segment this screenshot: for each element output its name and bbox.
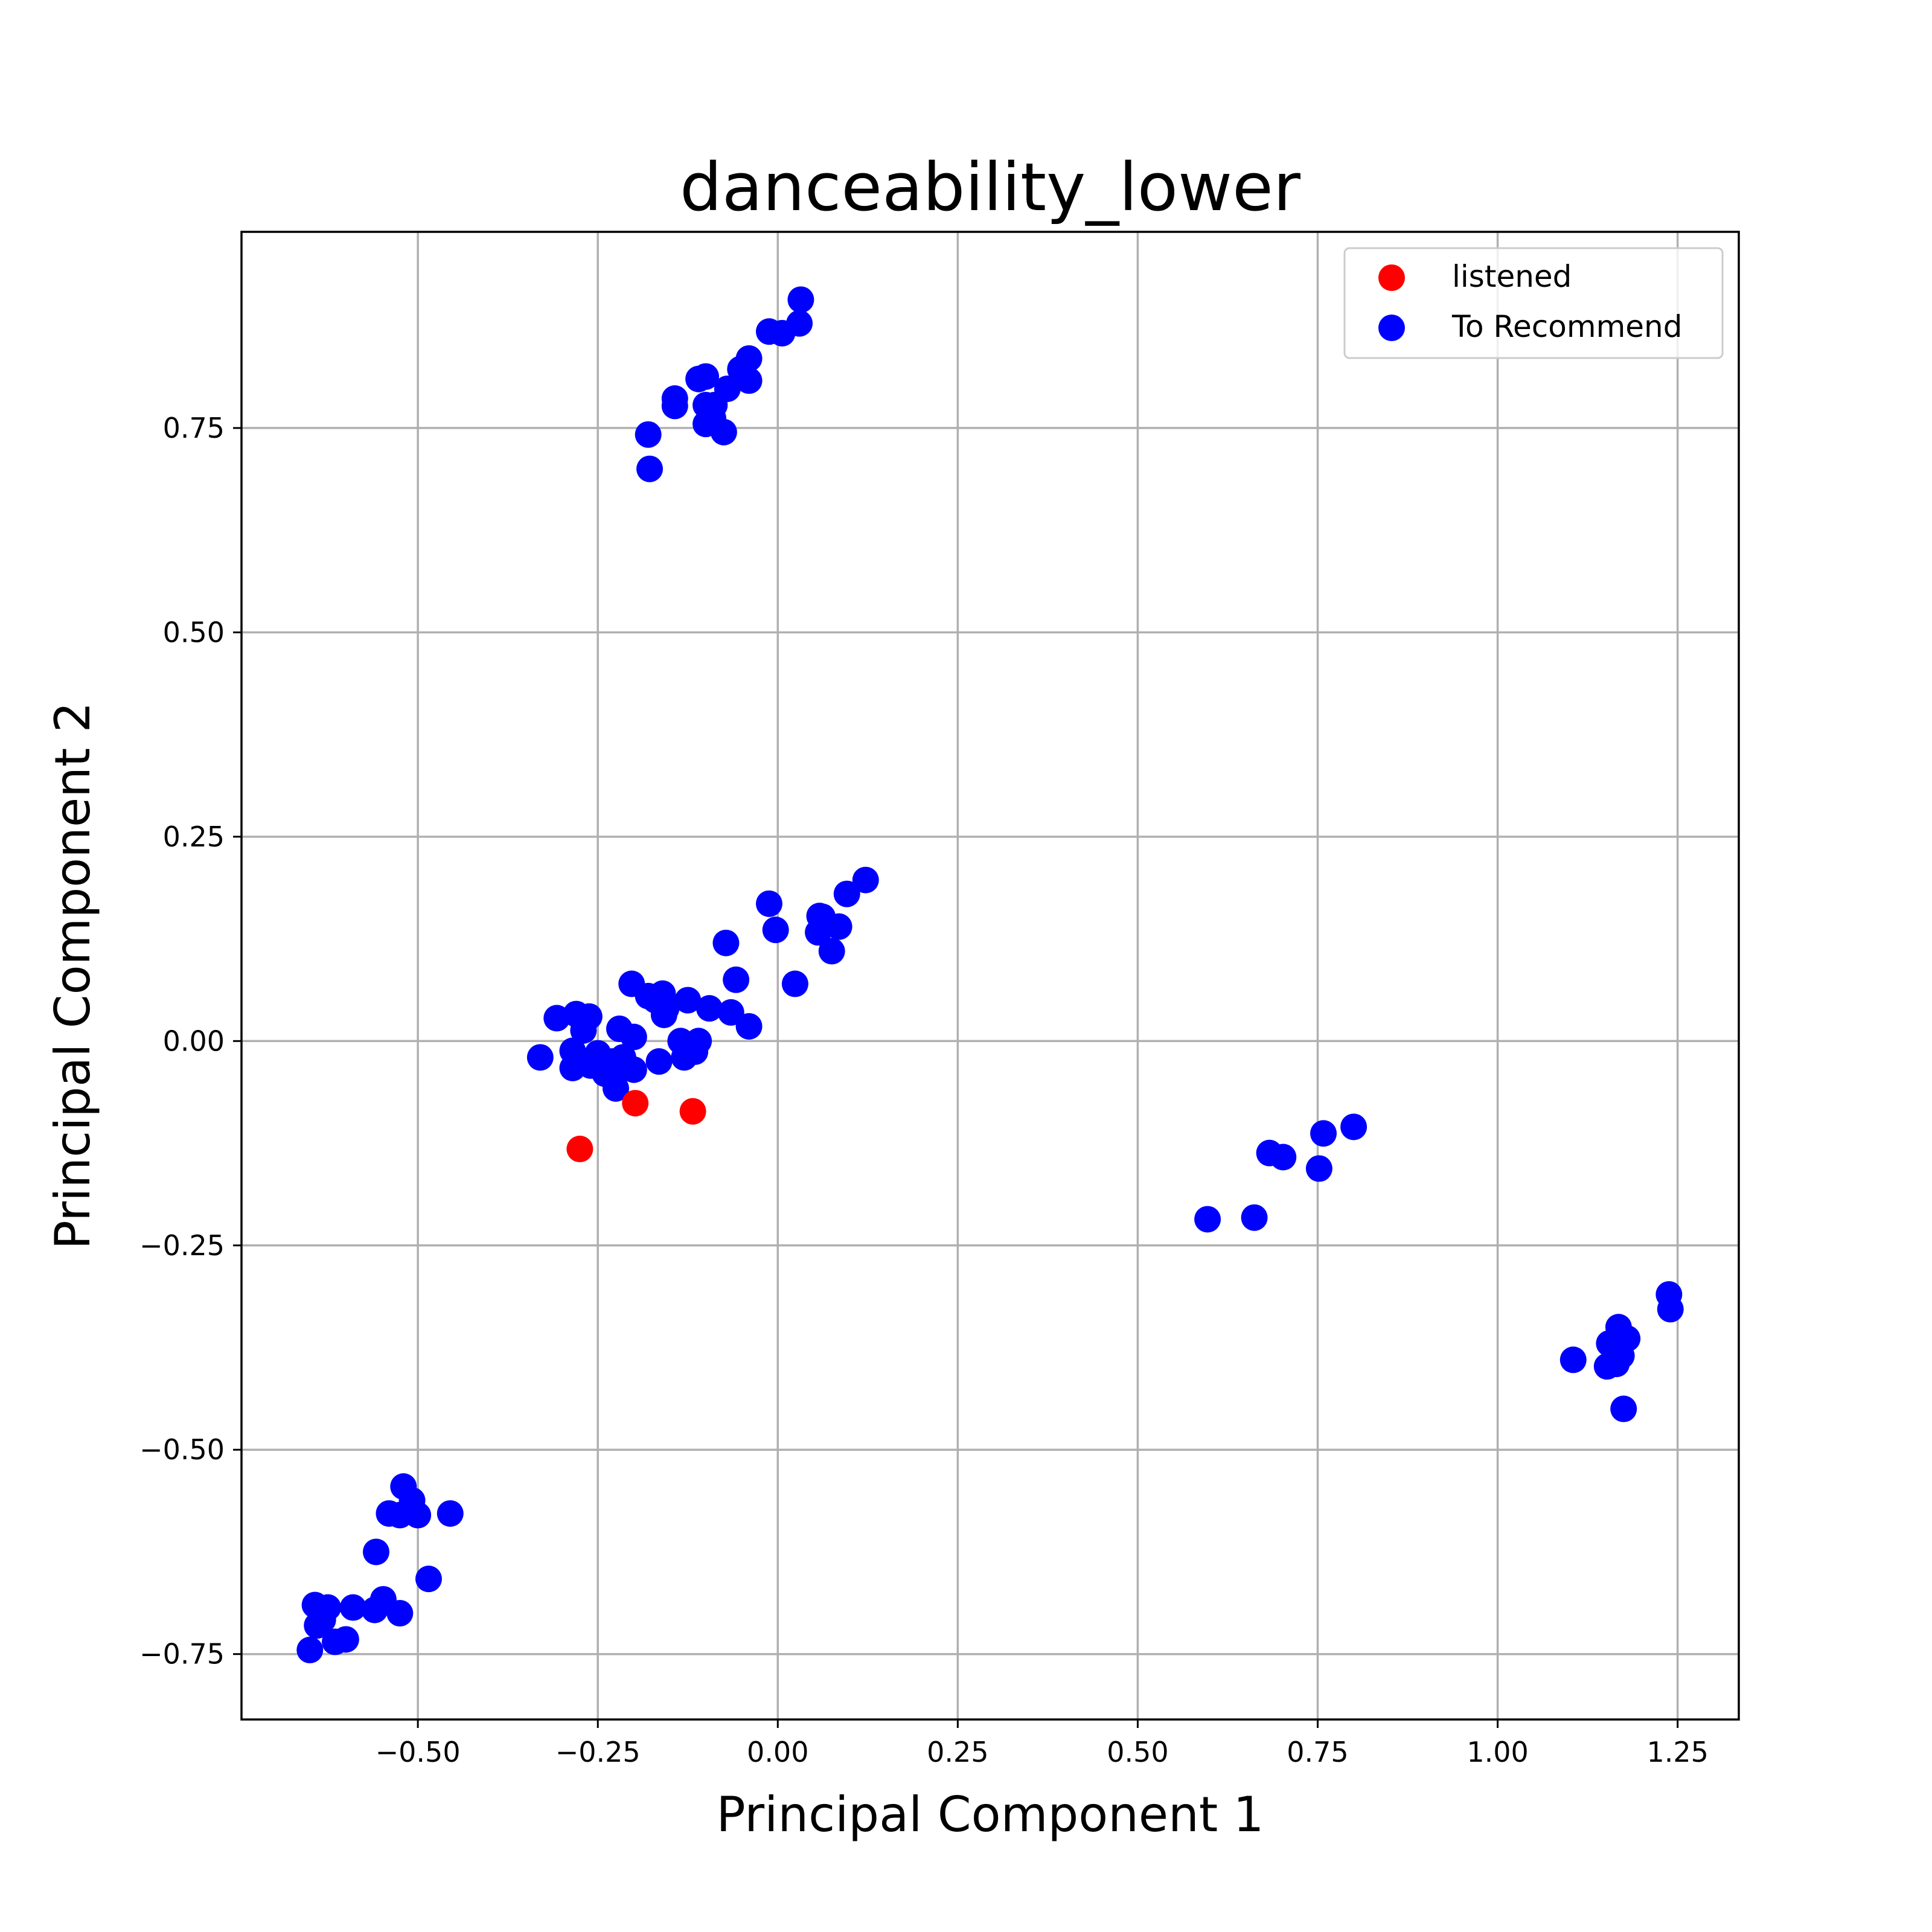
axis-ticks: −0.50 −0.25 0.00 0.25 0.50 0.75 1.00 1.25 −0.75 −…: [139, 412, 1709, 1768]
point-to-recommend: [386, 1600, 414, 1627]
y-tick-label: 0.50: [163, 616, 225, 648]
legend-label-listened: listened: [1452, 259, 1572, 294]
point-to-recommend: [833, 880, 860, 907]
point-to-recommend: [603, 1075, 629, 1102]
point-to-recommend: [1657, 1296, 1684, 1323]
x-axis-title: Principal Component 1: [716, 1786, 1264, 1843]
point-to-recommend: [339, 1594, 366, 1621]
x-tick-label: −0.25: [555, 1736, 641, 1768]
y-tick-label: 0.00: [163, 1025, 225, 1057]
point-to-recommend: [1610, 1395, 1637, 1422]
point-to-recommend: [620, 1023, 647, 1051]
legend-marker-listened: [1378, 264, 1405, 291]
point-to-recommend: [376, 1500, 403, 1527]
point-to-recommend: [645, 1048, 673, 1075]
point-to-recommend: [1270, 1144, 1297, 1171]
point-to-recommend: [1559, 1346, 1587, 1374]
point-listened: [622, 1090, 649, 1117]
point-to-recommend: [762, 916, 789, 944]
point-to-recommend: [322, 1628, 348, 1655]
point-to-recommend: [712, 929, 740, 956]
point-to-recommend: [735, 367, 763, 394]
point-to-recommend: [674, 987, 702, 1014]
point-to-recommend: [685, 365, 712, 392]
point-to-recommend: [1194, 1206, 1221, 1233]
point-to-recommend: [361, 1596, 388, 1623]
point-to-recommend: [559, 1054, 586, 1081]
point-to-recommend: [723, 966, 750, 993]
point-to-recommend: [671, 1044, 698, 1071]
point-to-recommend: [735, 1012, 763, 1040]
x-tick-label: 0.00: [747, 1736, 808, 1768]
x-tick-label: 0.25: [927, 1736, 988, 1768]
point-to-recommend: [415, 1566, 442, 1593]
x-tick-label: 0.75: [1287, 1736, 1348, 1768]
point-to-recommend: [437, 1500, 464, 1527]
y-tick-label: −0.50: [139, 1433, 225, 1466]
y-tick-label: 0.75: [163, 412, 225, 444]
point-to-recommend: [620, 1056, 647, 1083]
point-to-recommend: [1241, 1204, 1268, 1231]
point-to-recommend: [781, 970, 808, 997]
grid: [242, 232, 1739, 1719]
point-to-recommend: [755, 890, 782, 917]
point-to-recommend: [710, 418, 737, 446]
x-tick-label: 1.00: [1467, 1736, 1528, 1768]
y-tick-label: 0.25: [163, 820, 225, 853]
point-listened: [566, 1136, 593, 1163]
point-listened: [679, 1098, 706, 1125]
point-to-recommend: [661, 392, 688, 420]
x-tick-label: −0.50: [376, 1736, 461, 1768]
point-to-recommend: [696, 995, 723, 1022]
y-axis-title: Principal Component 2: [45, 702, 101, 1249]
point-to-recommend: [1340, 1113, 1367, 1140]
chart-title: danceability_lower: [680, 149, 1301, 226]
point-to-recommend: [1305, 1155, 1332, 1182]
point-to-recommend: [1310, 1120, 1337, 1147]
point-to-recommend: [717, 999, 744, 1026]
data-points: [296, 286, 1684, 1663]
x-tick-label: 0.50: [1107, 1736, 1168, 1768]
point-to-recommend: [1593, 1353, 1620, 1380]
point-to-recommend: [825, 913, 852, 940]
legend-label-to-recommend: To Recommend: [1451, 309, 1682, 344]
point-to-recommend: [852, 866, 879, 894]
point-to-recommend: [570, 1017, 597, 1044]
point-to-recommend: [362, 1538, 389, 1566]
point-to-recommend: [755, 318, 782, 345]
legend-box: [1343, 247, 1724, 359]
legend-marker-to-recommend: [1378, 315, 1405, 341]
point-to-recommend: [805, 919, 832, 946]
point-to-recommend: [650, 1001, 677, 1028]
point-to-recommend: [304, 1612, 331, 1639]
point-to-recommend: [296, 1636, 324, 1663]
y-tick-label: −0.75: [139, 1638, 225, 1671]
y-tick-label: −0.25: [139, 1229, 225, 1262]
point-to-recommend: [818, 938, 845, 965]
point-to-recommend: [526, 1044, 554, 1071]
point-to-recommend: [787, 286, 814, 313]
point-to-recommend: [635, 421, 662, 448]
legend: listened To Recommend: [1343, 247, 1724, 359]
x-tick-label: 1.25: [1646, 1736, 1708, 1768]
plot-frame: [240, 231, 1740, 1721]
point-to-recommend: [636, 455, 664, 482]
